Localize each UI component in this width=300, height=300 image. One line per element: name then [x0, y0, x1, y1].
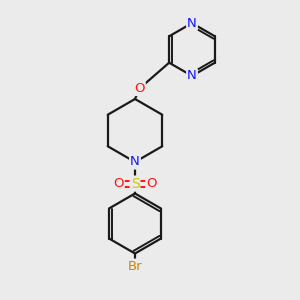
- Text: O: O: [146, 177, 157, 190]
- Text: O: O: [113, 177, 124, 190]
- Text: N: N: [130, 155, 140, 169]
- Text: N: N: [187, 16, 197, 30]
- Text: Br: Br: [128, 260, 142, 273]
- Text: N: N: [187, 69, 197, 82]
- Text: O: O: [134, 82, 145, 95]
- Text: S: S: [130, 177, 140, 190]
